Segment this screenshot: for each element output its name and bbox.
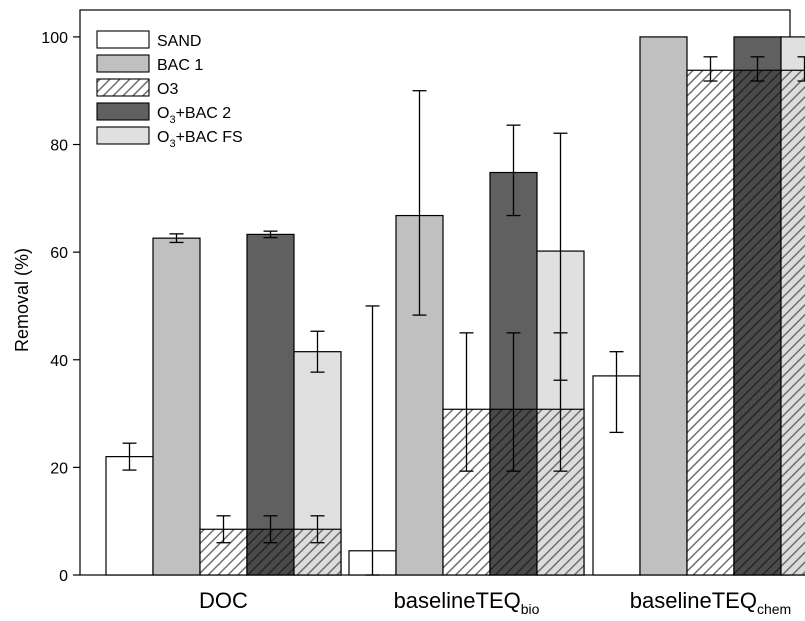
error-bar [263, 515, 278, 544]
legend-label-subscript: 3 [169, 114, 175, 126]
error-bar [122, 442, 137, 471]
legend-label-main: SAND [157, 33, 201, 50]
legend-label: SAND [157, 33, 201, 50]
x-category-main: baselineTEQ [630, 588, 757, 613]
bar-o3-overlay [780, 69, 805, 576]
x-category-main: baselineTEQ [394, 588, 521, 613]
legend-label: O3+BAC FS [157, 129, 243, 150]
legend-item: SAND [96, 30, 201, 50]
x-category-subscript: chem [757, 601, 791, 617]
legend-item: BAC 1 [96, 54, 203, 74]
legend-label-rest: +BAC FS [176, 129, 243, 146]
error-bar [310, 515, 325, 544]
y-tick-label: 40 [50, 353, 68, 370]
x-category-subscript: bio [521, 601, 540, 617]
x-category-label: baselineTEQchem [630, 588, 791, 617]
bar-o3-overlay [733, 69, 782, 576]
y-tick-label: 80 [50, 138, 68, 155]
x-category-main: DOC [199, 588, 248, 613]
legend-label-main: O3 [157, 81, 178, 98]
error-bar [750, 56, 765, 82]
x-axis: DOC baselineTEQbio baselineTEQchem [199, 588, 791, 617]
error-bar [365, 305, 380, 576]
bar-bac-1 [152, 237, 201, 576]
legend-label-main: O [157, 129, 169, 146]
legend-swatch [96, 30, 150, 49]
y-tick-label: 100 [41, 30, 68, 47]
legend-item: O3 [96, 78, 178, 98]
y-axis: 0 20 40 60 80 100 [41, 30, 80, 585]
error-bar [412, 90, 427, 316]
legend-item: O3+BAC 2 [96, 102, 231, 126]
x-category-label: DOC [199, 588, 248, 613]
y-tick-label: 0 [59, 568, 68, 585]
x-category-label: baselineTEQbio [394, 588, 540, 617]
legend-label-main: O [157, 105, 169, 122]
legend-swatch [96, 102, 150, 121]
error-bar [609, 351, 624, 434]
bar-o3 [686, 69, 735, 576]
legend-label: O3 [157, 81, 178, 98]
y-tick-label: 20 [50, 460, 68, 477]
legend-label: BAC 1 [157, 57, 203, 74]
error-bar [216, 515, 231, 544]
bar-group [348, 90, 585, 576]
error-bar [703, 56, 718, 82]
plot-area [79, 9, 805, 576]
y-axis-label: Removal (%) [12, 248, 32, 352]
bar-sand [105, 456, 154, 576]
y-tick-label: 60 [50, 245, 68, 262]
bar-group [105, 230, 342, 576]
error-bar [169, 233, 184, 244]
error-bar [506, 332, 521, 472]
bar-group [592, 36, 805, 576]
legend-swatch [96, 54, 150, 73]
error-bar [553, 332, 568, 472]
legend-label: O3+BAC 2 [157, 105, 231, 126]
error-bar [506, 124, 521, 217]
legend-label-subscript: 3 [169, 138, 175, 150]
bar-o3-overlay [293, 528, 342, 576]
legend-item: O3+BAC FS [96, 126, 243, 150]
legend-swatch [96, 126, 150, 145]
legend-label-rest: +BAC 2 [176, 105, 232, 122]
bar-bac-1 [639, 36, 688, 576]
error-bar [459, 332, 474, 472]
error-bar [310, 330, 325, 373]
error-bar [263, 230, 278, 239]
legend-swatch [96, 78, 150, 97]
legend-label-main: BAC 1 [157, 57, 203, 74]
